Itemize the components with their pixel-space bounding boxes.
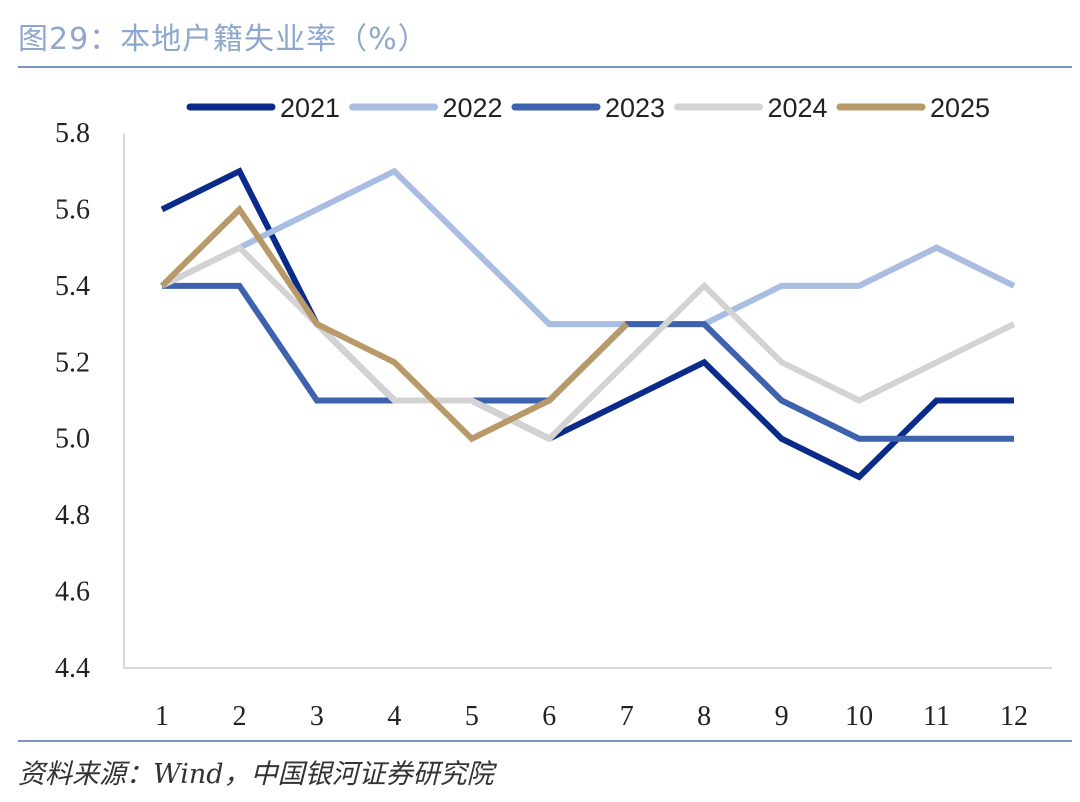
x-tick-label: 3: [310, 701, 324, 732]
x-tick-label: 1: [155, 701, 169, 732]
footer-divider: [18, 740, 1072, 742]
chart-title: 图29：本地户籍失业率（%）: [18, 22, 429, 57]
series-line-2022: [160, 167, 1016, 328]
legend-label: 2024: [768, 93, 828, 123]
legend-label: 2025: [930, 93, 990, 123]
y-tick-label: 5.4: [55, 271, 90, 302]
series-line-2024: [160, 244, 1016, 443]
chart-axes: 4.44.64.85.05.25.45.65.81 2 3 4 5 6 7 8 9 10 11 12: [55, 118, 1052, 732]
x-tick-label: 6: [542, 701, 556, 732]
series-line-2021: [160, 167, 1014, 481]
title-divider: [18, 66, 1072, 68]
x-tick-label: 8: [697, 701, 711, 732]
y-tick-label: 5.8: [55, 118, 90, 149]
x-tick-label: 11: [923, 701, 950, 732]
legend-label: 2021: [280, 93, 340, 123]
x-tick-label: 4: [387, 701, 401, 732]
legend-item-2022: 2022: [349, 93, 503, 123]
y-tick-label: 5.6: [55, 194, 90, 225]
legend-item-2025: 2025: [836, 93, 990, 123]
x-tick-label: 2: [232, 701, 246, 732]
y-tick-label: 4.6: [55, 577, 90, 608]
x-tick-label: 5: [465, 701, 479, 732]
legend-item-2021: 2021: [186, 93, 340, 123]
x-tick-label: 12: [1000, 701, 1028, 732]
legend-item-2024: 2024: [674, 93, 828, 123]
y-tick-label: 5.0: [55, 424, 90, 455]
chart-series: [159, 167, 1016, 481]
series-line-2025: [159, 204, 629, 443]
line-chart: 4.44.64.85.05.25.45.65.81 2 3 4 5 6 7 8 9 10 11 12 …: [55, 93, 1052, 732]
legend-item-2023: 2023: [511, 93, 665, 123]
x-tick-label: 7: [620, 701, 634, 732]
legend-label: 2022: [443, 93, 503, 123]
chart-legend: 2021 2022 2023 2024 2025: [186, 93, 990, 123]
legend-label: 2023: [605, 93, 665, 123]
source-note: 资料来源：Wind，中国银河证券研究院: [18, 759, 494, 790]
y-tick-label: 4.4: [55, 653, 90, 684]
x-tick-label: 10: [845, 701, 873, 732]
x-tick-label: 9: [775, 701, 789, 732]
y-tick-label: 5.2: [55, 347, 90, 378]
y-tick-label: 4.8: [55, 500, 90, 531]
